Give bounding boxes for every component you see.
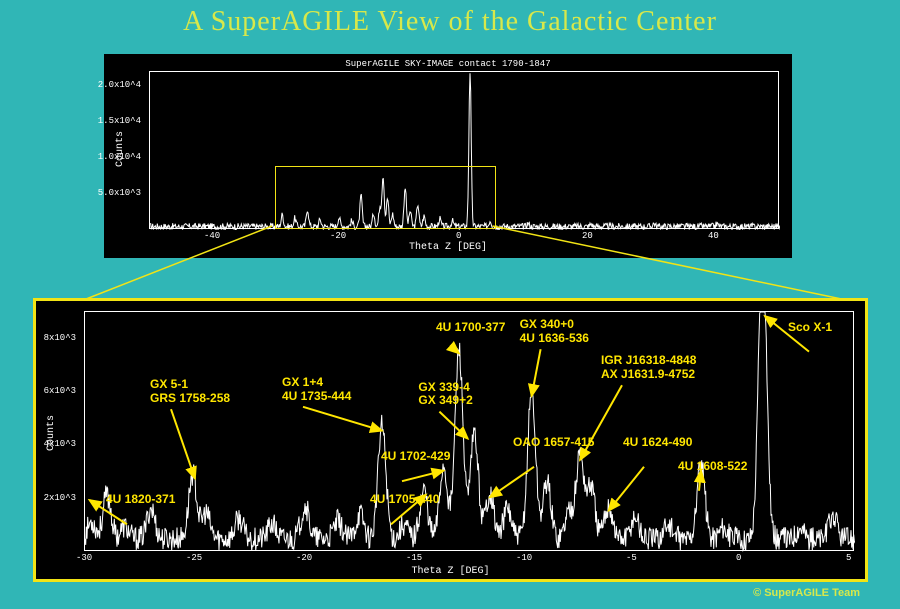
source-label: 4U 1700-377 <box>436 321 505 335</box>
credit-text: © SuperAGILE Team <box>753 587 860 599</box>
bot-xtick: 0 <box>736 553 741 563</box>
top-xtick: 0 <box>456 231 461 241</box>
page-title: A SuperAGILE View of the Galactic Center <box>0 6 900 38</box>
source-label: Sco X-1 <box>788 321 832 335</box>
bot-xtick: -30 <box>76 553 92 563</box>
top-ytick: 2.0x10^4 <box>98 80 141 90</box>
top-ytick: 1.0x10^4 <box>98 152 141 162</box>
bot-xtick: -5 <box>626 553 637 563</box>
top-xtick: -40 <box>204 231 220 241</box>
source-label: 4U 1702-429 <box>381 450 450 464</box>
bot-ytick: 4x10^3 <box>44 439 76 449</box>
top-ytick: 5.0x10^3 <box>98 188 141 198</box>
source-label: 4U 1820-371 <box>106 493 175 507</box>
top-xtick: 40 <box>708 231 719 241</box>
bot-ytick: 6x10^3 <box>44 386 76 396</box>
bot-xtick: -25 <box>186 553 202 563</box>
top-xtick: 20 <box>582 231 593 241</box>
bot-xtick: -10 <box>516 553 532 563</box>
source-label: 4U 1624-490 <box>623 436 692 450</box>
bot-ytick: 8x10^3 <box>44 333 76 343</box>
source-label: 4U 1705-440 <box>370 493 439 507</box>
source-label: GX 1+44U 1735-444 <box>282 376 351 404</box>
source-label: GX 340+04U 1636-536 <box>520 318 589 346</box>
bot-xtick: 5 <box>846 553 851 563</box>
detail-chart: Counts Theta Z [DEG] -30-25-20-15-10-505… <box>33 298 868 582</box>
bot-xtick: -15 <box>406 553 422 563</box>
overview-chart: SuperAGILE SKY-IMAGE contact 1790-1847 C… <box>104 54 792 258</box>
bot-xtick: -20 <box>296 553 312 563</box>
top-xtick: -20 <box>330 231 346 241</box>
bot-ytick: 2x10^3 <box>44 493 76 503</box>
top-xlabel: Theta Z [DEG] <box>107 242 789 253</box>
source-label: 4U 1608-522 <box>678 460 747 474</box>
zoom-region-box <box>275 166 496 229</box>
source-label: IGR J16318-4848AX J1631.9-4752 <box>601 354 696 382</box>
source-label: GX 5-1GRS 1758-258 <box>150 378 230 406</box>
source-label: OAO 1657-415 <box>513 436 594 450</box>
source-label: GX 339-4GX 349+2 <box>418 381 472 409</box>
top-ytick: 1.5x10^4 <box>98 116 141 126</box>
bot-xlabel: Theta Z [DEG] <box>36 566 865 577</box>
top-chart-title: SuperAGILE SKY-IMAGE contact 1790-1847 <box>107 59 789 69</box>
